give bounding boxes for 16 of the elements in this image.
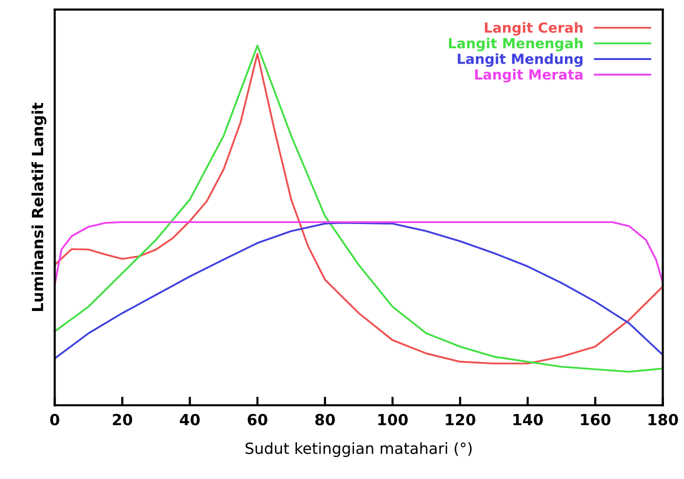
x-tick-label: 100 bbox=[378, 414, 408, 426]
x-tick-label: 0 bbox=[50, 414, 60, 426]
y-axis-title: Luminansi Relatif Langit bbox=[31, 102, 46, 312]
x-tick-label: 80 bbox=[315, 414, 335, 426]
legend-label: Langit Mendung bbox=[458, 53, 582, 67]
x-tick-label: 60 bbox=[248, 414, 268, 426]
legend-label: Langit Cerah bbox=[484, 22, 583, 36]
x-tick-label: 40 bbox=[180, 414, 200, 426]
legend-label: Langit Merata bbox=[475, 68, 583, 83]
x-tick-label: 180 bbox=[648, 414, 678, 426]
x-tick-label: 20 bbox=[112, 414, 132, 426]
x-axis-title: Sudut ketinggian matahari (°) bbox=[246, 442, 472, 458]
x-tick-label: 120 bbox=[446, 414, 476, 426]
x-tick-label: 160 bbox=[581, 414, 610, 426]
legend-label: Langit Menengah bbox=[448, 38, 583, 52]
x-tick-label: 140 bbox=[513, 414, 543, 426]
